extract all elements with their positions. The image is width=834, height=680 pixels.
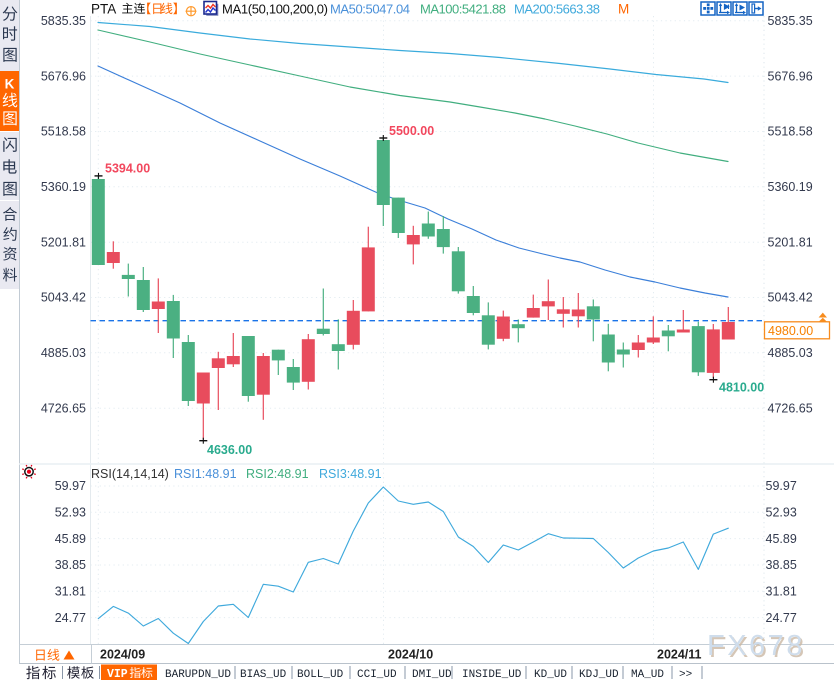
svg-text:5835.35: 5835.35 [768,14,813,28]
svg-text:45.89: 45.89 [55,532,86,546]
svg-text:5518.58: 5518.58 [768,125,813,139]
svg-text:4636.00: 4636.00 [207,443,252,457]
svg-text:KDJ_UD: KDJ_UD [579,669,619,680]
svg-text:52.93: 52.93 [55,506,86,520]
svg-text:2024/10: 2024/10 [388,648,433,662]
svg-text:4980.00: 4980.00 [768,324,813,338]
svg-text:5360.19: 5360.19 [41,180,86,194]
svg-text:45.89: 45.89 [766,532,797,546]
svg-text:2024/11: 2024/11 [657,648,702,662]
svg-text:4885.03: 4885.03 [41,346,86,360]
svg-text:RSI3:48.91: RSI3:48.91 [319,467,382,481]
svg-text:CCI_UD: CCI_UD [357,669,397,680]
svg-text:38.85: 38.85 [55,558,86,572]
svg-text:PTA: PTA [91,2,116,17]
svg-text:BIAS_UD: BIAS_UD [240,669,287,680]
svg-text:K: K [5,77,15,92]
svg-text:M: M [618,2,629,17]
svg-text:5500.00: 5500.00 [389,124,434,138]
svg-text:MA_UD: MA_UD [631,669,664,680]
svg-text:5201.81: 5201.81 [41,235,86,249]
svg-text:5676.96: 5676.96 [41,69,86,83]
svg-text:FX678: FX678 [709,632,807,664]
svg-text:31.81: 31.81 [766,585,797,599]
svg-text:5835.35: 5835.35 [41,14,86,28]
svg-text:5360.19: 5360.19 [768,180,813,194]
svg-text:MA200:5663.38: MA200:5663.38 [514,2,600,17]
svg-text:59.97: 59.97 [766,479,797,493]
svg-text:5043.42: 5043.42 [768,291,813,305]
svg-text:KD_UD: KD_UD [534,669,567,680]
svg-text:RSI1:48.91: RSI1:48.91 [174,467,237,481]
svg-text:38.85: 38.85 [766,558,797,572]
svg-text:4726.65: 4726.65 [768,401,813,415]
svg-text:4726.65: 4726.65 [41,401,86,415]
svg-text:MA100:5421.88: MA100:5421.88 [420,2,506,17]
svg-text:5201.81: 5201.81 [768,235,813,249]
svg-text:5518.58: 5518.58 [41,125,86,139]
svg-text:>>: >> [679,669,692,680]
svg-text:4810.00: 4810.00 [719,381,764,395]
svg-text:31.81: 31.81 [55,585,86,599]
svg-text:INSIDE_UD: INSIDE_UD [462,669,522,680]
svg-text:BARUPDN_UD: BARUPDN_UD [165,669,231,680]
svg-text:RSI2:48.91: RSI2:48.91 [246,467,309,481]
svg-text:RSI(14,14,14): RSI(14,14,14) [91,467,169,481]
svg-text:2024/09: 2024/09 [100,648,145,662]
svg-text:BOLL_UD: BOLL_UD [297,669,344,680]
svg-text:59.97: 59.97 [55,479,86,493]
svg-text:5043.42: 5043.42 [41,291,86,305]
svg-text:5394.00: 5394.00 [105,162,150,176]
svg-text:FX678: FX678 [707,630,805,662]
svg-text:DMI_UD: DMI_UD [412,669,452,680]
svg-text:52.93: 52.93 [766,506,797,520]
svg-text:24.77: 24.77 [55,611,86,625]
svg-text:MA1(50,100,200,0): MA1(50,100,200,0) [222,2,328,17]
svg-text:4885.03: 4885.03 [768,346,813,360]
svg-text:VIP: VIP [107,668,128,680]
svg-text:5676.96: 5676.96 [768,69,813,83]
svg-text:MA50:5047.04: MA50:5047.04 [330,2,410,17]
svg-text:24.77: 24.77 [766,611,797,625]
